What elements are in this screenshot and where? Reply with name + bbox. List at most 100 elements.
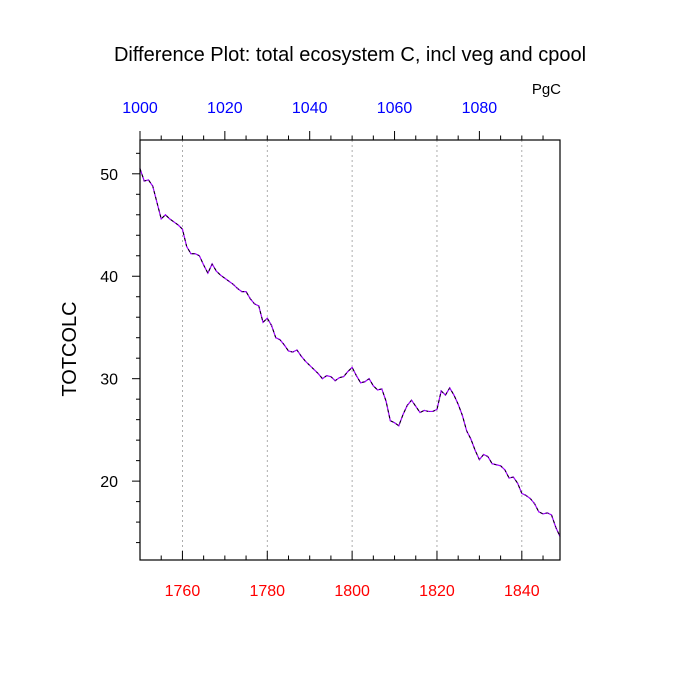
data-point <box>406 404 408 406</box>
data-point <box>279 339 281 341</box>
data-point <box>453 394 455 396</box>
data-point <box>355 375 357 377</box>
data-point <box>478 459 480 461</box>
data-point <box>436 408 438 411</box>
data-point <box>444 394 447 396</box>
data-point <box>330 376 332 378</box>
data-point <box>521 492 523 495</box>
data-point <box>402 413 404 416</box>
data-point <box>164 214 167 216</box>
data-point <box>381 388 383 390</box>
data-point <box>555 526 557 528</box>
data-point <box>440 390 442 392</box>
data-point <box>372 385 374 387</box>
data-point <box>410 399 413 401</box>
y-axis-label: TOTCOLC <box>59 301 81 396</box>
data-point <box>500 465 502 467</box>
data-point <box>529 497 531 500</box>
top-tick-label: 1000 <box>122 100 158 117</box>
series-line <box>139 168 561 537</box>
data-point <box>287 350 290 352</box>
data-point <box>152 185 154 187</box>
data-point <box>364 381 366 383</box>
data-point <box>321 378 324 380</box>
x-tick-label: 1820 <box>419 583 455 600</box>
data-point <box>147 179 150 181</box>
data-point <box>546 512 548 514</box>
data-point <box>249 298 251 300</box>
data-point <box>194 253 196 255</box>
data-point <box>262 321 264 323</box>
data-point <box>300 355 302 357</box>
data-point <box>266 317 268 319</box>
data-point <box>516 482 519 484</box>
data-point <box>296 349 298 351</box>
data-point <box>533 503 536 505</box>
data-point <box>432 410 434 413</box>
data-point <box>270 324 273 327</box>
data-point <box>177 224 179 226</box>
data-point <box>326 375 328 377</box>
grid-lines <box>182 140 523 560</box>
data-point <box>508 477 510 479</box>
data-point <box>393 422 396 424</box>
x-tick-label: 1780 <box>249 583 285 600</box>
data-point <box>334 380 336 382</box>
data-point <box>470 438 472 440</box>
data-point <box>169 218 171 220</box>
data-point <box>283 344 285 346</box>
series-group <box>139 168 561 538</box>
data-point <box>186 245 188 248</box>
data-point <box>504 469 506 471</box>
data-point <box>313 368 315 371</box>
data-point <box>181 228 184 230</box>
data-point <box>398 425 400 427</box>
x-tick-label: 1840 <box>504 583 540 600</box>
data-point <box>550 514 553 516</box>
data-point <box>343 376 345 378</box>
data-point <box>487 455 489 458</box>
data-point <box>203 264 205 266</box>
data-point <box>236 287 239 290</box>
data-point <box>525 494 527 497</box>
data-point <box>241 291 243 293</box>
chart-title: Difference Plot: total ecosystem C, incl… <box>114 44 586 66</box>
top-tick-label: 1040 <box>292 100 328 117</box>
data-point <box>449 387 451 389</box>
data-point <box>385 400 387 402</box>
data-point <box>317 372 319 375</box>
data-point <box>491 463 493 465</box>
data-point <box>474 449 476 451</box>
data-point <box>495 464 497 466</box>
data-point <box>309 364 311 366</box>
data-point <box>232 283 234 286</box>
data-point <box>275 337 277 339</box>
data-point <box>457 403 459 405</box>
data-point <box>376 389 379 391</box>
data-point <box>347 370 349 373</box>
series-line-under <box>139 168 561 537</box>
y-tick-label: 30 <box>100 372 118 389</box>
data-point <box>415 405 417 407</box>
data-point <box>253 303 256 305</box>
data-point <box>258 305 260 307</box>
data-point <box>220 274 222 276</box>
top-tick-label: 1060 <box>377 100 413 117</box>
data-point <box>427 410 430 413</box>
data-point <box>423 409 425 412</box>
data-point <box>351 366 353 369</box>
axis-ticks <box>132 131 544 560</box>
data-point <box>483 453 485 456</box>
data-point <box>338 377 340 379</box>
data-point <box>215 270 217 272</box>
data-point <box>466 430 468 432</box>
data-point <box>160 218 162 220</box>
data-point <box>512 476 514 478</box>
data-point <box>207 272 209 274</box>
data-point <box>198 255 200 257</box>
data-point <box>368 378 370 380</box>
data-point <box>461 414 464 417</box>
top-tick-label: 1080 <box>462 100 498 117</box>
data-point <box>143 180 145 182</box>
y-tick-label: 20 <box>100 474 118 491</box>
